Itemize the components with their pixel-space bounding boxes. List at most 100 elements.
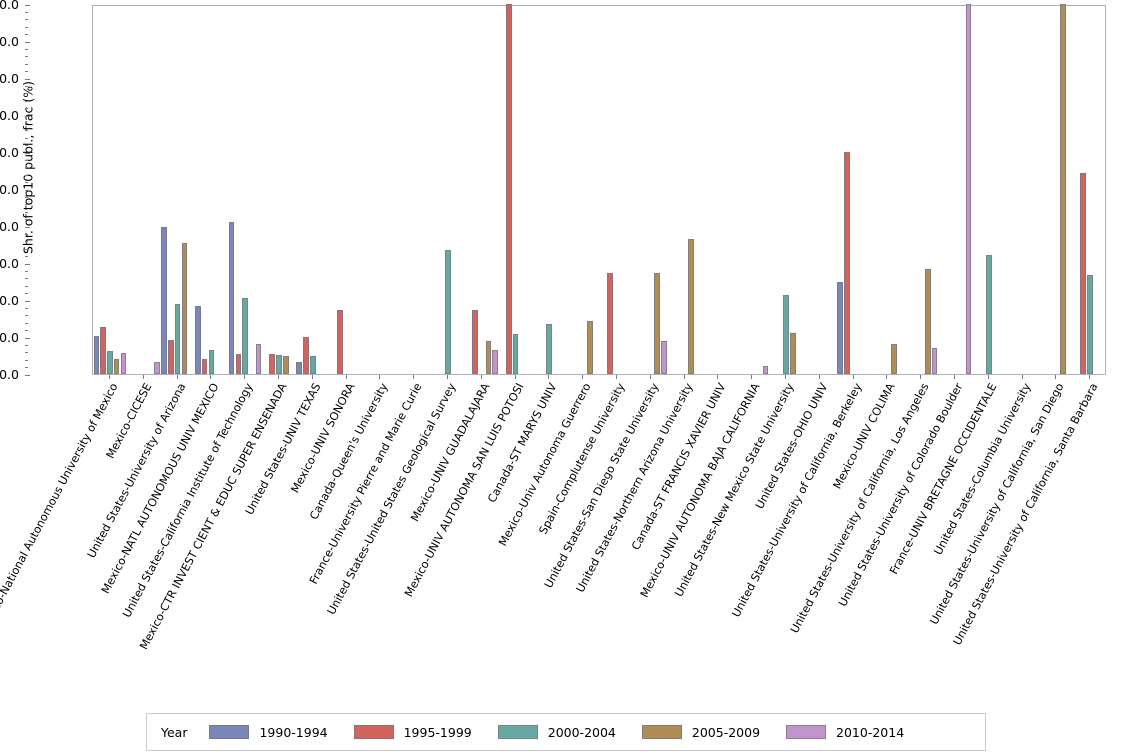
bar[interactable] — [235, 354, 242, 374]
bar[interactable] — [310, 356, 316, 374]
bar[interactable] — [688, 239, 695, 374]
bar[interactable] — [161, 226, 167, 374]
bar[interactable] — [107, 350, 113, 374]
bar[interactable] — [93, 335, 100, 374]
bar[interactable] — [985, 254, 992, 374]
legend-item[interactable]: 2005-2009 — [641, 725, 760, 740]
bar[interactable] — [120, 352, 127, 374]
bar[interactable] — [174, 303, 181, 374]
legend-item-label: 1990-1994 — [259, 724, 328, 740]
legend-item[interactable]: 2010-2014 — [786, 725, 904, 740]
bar[interactable] — [282, 355, 289, 374]
y-axis-tick-label: 90.0 — [0, 34, 19, 49]
bar-group — [566, 6, 600, 374]
bar[interactable] — [1060, 4, 1066, 374]
bar[interactable] — [167, 339, 174, 374]
bar[interactable] — [931, 348, 938, 374]
bar[interactable] — [242, 298, 248, 374]
bar[interactable] — [782, 294, 789, 374]
y-axis-minor-tick-mark — [25, 352, 28, 354]
bar[interactable] — [336, 310, 343, 374]
bar[interactable] — [762, 365, 769, 374]
y-axis-minor-tick-mark — [25, 48, 28, 50]
bar[interactable] — [485, 341, 492, 374]
y-axis-minor-tick-mark — [25, 196, 28, 198]
legend-item-label: 1995-1999 — [403, 724, 472, 740]
legend-item-label: 2000-2004 — [547, 724, 616, 740]
y-axis-tick-mark — [25, 337, 30, 339]
bar[interactable] — [661, 340, 667, 374]
y-axis-tick-label: 100.0 — [0, 0, 19, 12]
legend-item[interactable]: 1995-1999 — [353, 724, 472, 740]
bar[interactable] — [276, 354, 282, 374]
bar-group — [296, 6, 330, 374]
y-axis-tick-mark — [25, 115, 30, 117]
bar[interactable] — [303, 337, 309, 374]
x-axis-tick-mark — [514, 375, 516, 379]
x-axis-tick-mark — [987, 375, 989, 379]
legend-item[interactable]: 1990-1994 — [209, 724, 328, 740]
x-axis-tick-mark — [615, 375, 617, 379]
x-axis-tick-mark — [142, 375, 144, 379]
bar[interactable] — [789, 332, 796, 374]
y-axis-tick-label: 20.0 — [0, 293, 19, 308]
bar[interactable] — [269, 354, 275, 374]
bar-group — [634, 6, 668, 374]
bar[interactable] — [512, 334, 519, 374]
bar[interactable] — [891, 343, 897, 374]
y-axis-minor-tick-mark — [25, 315, 28, 317]
bar[interactable] — [654, 273, 661, 374]
bar[interactable] — [492, 349, 498, 374]
y-axis-minor-tick-mark — [25, 359, 28, 361]
y-axis-minor-tick-mark — [25, 241, 28, 243]
bar[interactable] — [255, 344, 262, 374]
bar[interactable] — [965, 4, 972, 374]
y-axis-minor-tick-mark — [25, 137, 28, 139]
bar[interactable] — [296, 362, 303, 374]
bar[interactable] — [445, 250, 451, 374]
x-axis-tick-mark — [953, 375, 955, 379]
x-axis-tick-mark — [345, 375, 347, 379]
chart-legend: Year 1990-1994 1995-1999 2000-2004 2005-200… — [146, 713, 986, 751]
bar[interactable] — [607, 273, 614, 374]
y-axis-minor-tick-mark — [25, 293, 28, 295]
y-axis-minor-tick-mark — [25, 93, 28, 95]
bar[interactable] — [201, 359, 208, 374]
bar[interactable] — [1087, 274, 1093, 374]
bar[interactable] — [505, 4, 512, 374]
bar[interactable] — [228, 222, 235, 374]
x-axis-tick-mark — [548, 375, 550, 379]
bar[interactable] — [586, 321, 593, 374]
bar[interactable] — [837, 281, 843, 374]
bar[interactable] — [194, 305, 201, 374]
y-axis-tick-mark — [25, 300, 30, 302]
bar-group — [837, 6, 871, 374]
y-axis-tick-mark — [25, 41, 30, 43]
y-axis-minor-tick-mark — [25, 159, 28, 161]
legend-color-swatch — [353, 725, 394, 739]
bar-group — [870, 6, 904, 374]
bar[interactable] — [924, 269, 931, 374]
bar-group — [668, 6, 702, 374]
y-axis-tick-mark — [25, 152, 30, 154]
bar-group — [228, 6, 262, 374]
bar-group — [532, 6, 566, 374]
y-axis-minor-tick-mark — [25, 19, 28, 21]
bar-group — [194, 6, 228, 374]
bar[interactable] — [844, 152, 850, 374]
bar[interactable] — [546, 324, 553, 374]
y-axis-label: Shr. of top10 publ., frac (%) — [20, 80, 36, 255]
bar[interactable] — [100, 326, 106, 374]
x-axis-tick-mark — [886, 375, 888, 379]
legend-item[interactable]: 2000-2004 — [497, 724, 616, 740]
bar[interactable] — [113, 359, 120, 374]
y-axis-minor-tick-mark — [25, 167, 28, 169]
bar[interactable] — [208, 350, 215, 374]
bar[interactable] — [154, 361, 161, 374]
y-axis-minor-tick-mark — [25, 367, 28, 369]
y-axis-minor-tick-mark — [25, 85, 28, 87]
bar[interactable] — [472, 310, 478, 374]
bar[interactable] — [1080, 173, 1087, 374]
bar[interactable] — [181, 242, 188, 374]
bar-group — [769, 6, 803, 374]
